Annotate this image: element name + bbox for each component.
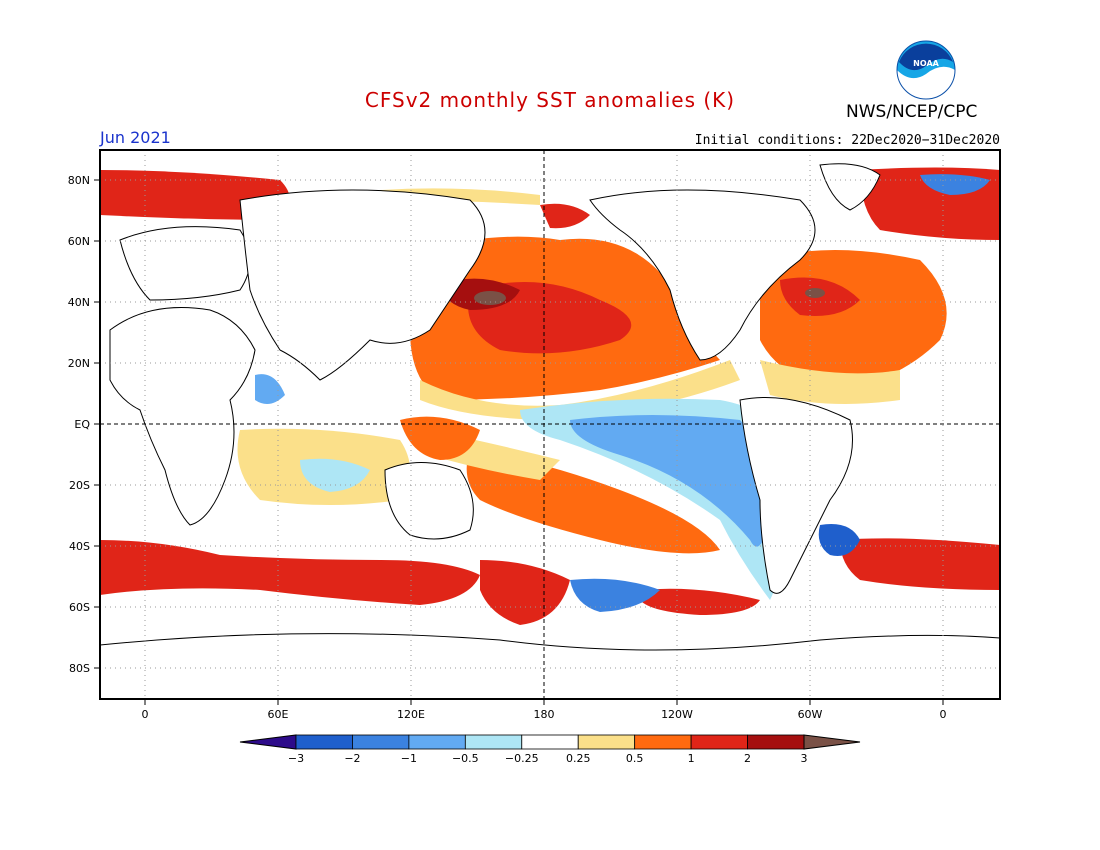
- arabian-sea-cool: [255, 374, 285, 404]
- southern-ocean-warm-1: [100, 540, 480, 605]
- colorbar-min-extend: [239, 734, 297, 750]
- noaa-logo-text: NOAA: [913, 59, 939, 68]
- colorbar-level-label: −3: [288, 752, 304, 765]
- lon-label: 180: [534, 708, 555, 721]
- arctic-cold: [920, 174, 990, 195]
- lat-label: EQ: [74, 418, 90, 431]
- colorbar-level-label: −0.25: [505, 752, 539, 765]
- kuroshio-extreme: [474, 291, 506, 305]
- lon-label: 120E: [397, 708, 425, 721]
- lon-label: 120W: [661, 708, 693, 721]
- colorbar-level-label: 1: [688, 752, 695, 765]
- graticule: [100, 150, 1000, 699]
- asia: [239, 189, 486, 381]
- colorbar-swatch: [352, 734, 410, 750]
- anomaly-field: [100, 150, 1000, 699]
- colorbar-swatch: [577, 734, 636, 750]
- colorbar-swatch: [408, 734, 466, 750]
- southern-ocean-warm-atl: [840, 538, 1000, 590]
- lat-label: 20S: [69, 479, 90, 492]
- colorbar-max-extend: [803, 734, 861, 750]
- colorbar-swatch: [634, 734, 692, 750]
- southern-ocean-warm-2: [480, 560, 570, 625]
- colorbar-swatch: [464, 734, 523, 750]
- initial-conditions: Initial conditions: 22Dec2020−31Dec2020: [694, 133, 1000, 148]
- north-america: [589, 189, 816, 361]
- indian-ocean-cool: [300, 458, 370, 492]
- colorbar-level-label: −2: [344, 752, 360, 765]
- noaa-logo: NOAA: [896, 40, 956, 100]
- southern-ocean-warm-3: [640, 588, 760, 615]
- agency-label: NWS/NCEP/CPC: [846, 102, 978, 122]
- lon-label: 0: [142, 708, 149, 721]
- africa: [109, 307, 256, 526]
- colorbar-swatch: [521, 734, 579, 750]
- lat-label: 80S: [69, 662, 90, 675]
- lat-label: 80N: [68, 174, 90, 187]
- greenland: [819, 163, 881, 211]
- colorbar-swatch: [690, 734, 748, 750]
- lat-label: 40N: [68, 296, 90, 309]
- gulf-stream-extreme: [805, 288, 825, 298]
- maritime-warm: [400, 416, 480, 460]
- colorbar-swatch: [295, 734, 353, 750]
- antarctica: [100, 633, 1000, 699]
- lon-label: 60E: [268, 708, 289, 721]
- colorbar-level-label: 0.5: [626, 752, 644, 765]
- colorbar: −3 −2 −1 −0.5 −0.25 0.25 0.5 1 2 3: [239, 734, 861, 765]
- south-america: [739, 397, 853, 594]
- forecast-month: Jun 2021: [100, 128, 171, 147]
- colorbar-level-label: −1: [401, 752, 417, 765]
- colorbar-level-label: −0.5: [452, 752, 479, 765]
- map-title: CFSv2 monthly SST anomalies (K): [0, 88, 1100, 112]
- lon-label: 60W: [798, 708, 823, 721]
- colorbar-level-label: 0.25: [566, 752, 591, 765]
- subtropical-atlantic-yellow: [760, 360, 900, 404]
- lon-label: 0: [940, 708, 947, 721]
- lat-label: 40S: [69, 540, 90, 553]
- southern-ocean-cool: [570, 578, 660, 612]
- arctic-yellow-band: [380, 188, 540, 205]
- colorbar-level-label: 3: [801, 752, 808, 765]
- south-atlantic-cold: [818, 524, 860, 556]
- lat-label: 60N: [68, 235, 90, 248]
- bering-warm: [540, 203, 590, 229]
- lat-label: 60S: [69, 601, 90, 614]
- europe: [119, 226, 251, 301]
- colorbar-swatch: [747, 734, 805, 750]
- lat-label: 20N: [68, 357, 90, 370]
- map-title-text: CFSv2 monthly SST anomalies (K): [364, 88, 736, 112]
- land-masses: [100, 163, 1000, 699]
- north-pacific-yellow: [420, 360, 740, 420]
- colorbar-level-label: 2: [744, 752, 751, 765]
- lon-axis: 0 60E 120E 180 120W 60W 0: [142, 699, 947, 721]
- lat-axis: 80N 60N 40N 20N EQ 20S 40S 60S 80S: [68, 174, 100, 675]
- equatorial-pacific-cold: [570, 415, 770, 547]
- australia: [384, 462, 474, 540]
